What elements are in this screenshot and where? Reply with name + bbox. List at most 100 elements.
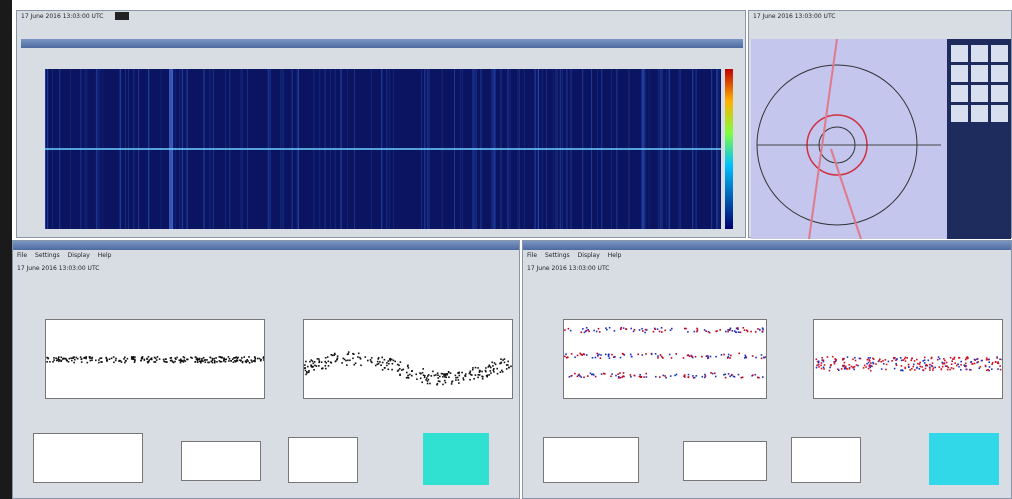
bottom-left-window: File Settings Display Help 17 June 2016 13:… <box>12 240 520 499</box>
point <box>327 365 330 367</box>
point <box>95 359 97 362</box>
point <box>330 362 333 364</box>
point <box>984 365 987 368</box>
point <box>179 360 182 362</box>
point <box>411 374 413 377</box>
point <box>492 365 494 367</box>
point <box>471 374 473 376</box>
point <box>126 357 129 360</box>
point <box>691 355 693 358</box>
menu-item[interactable]: Settings <box>545 252 570 259</box>
point <box>84 356 86 359</box>
point <box>950 363 953 365</box>
point <box>834 360 837 362</box>
point <box>978 367 981 369</box>
point <box>619 328 622 330</box>
tool-button[interactable] <box>971 105 988 122</box>
point <box>426 382 429 385</box>
tool-button[interactable] <box>991 105 1008 122</box>
point <box>386 364 388 367</box>
menu-item[interactable]: Display <box>577 252 600 259</box>
point <box>587 375 589 377</box>
point <box>197 358 200 361</box>
point <box>132 358 135 361</box>
point <box>687 331 689 333</box>
point <box>132 356 135 359</box>
point <box>501 369 503 372</box>
point <box>594 375 597 378</box>
tool-button[interactable] <box>971 85 988 102</box>
point <box>231 358 234 360</box>
menu-bar: File Settings Display Help <box>527 252 629 259</box>
point <box>865 366 867 368</box>
point <box>232 361 235 363</box>
window-header: 17 June 2016 13:03:00 UTC <box>527 265 610 272</box>
point <box>241 357 243 359</box>
tool-button[interactable] <box>951 45 968 62</box>
heatmap <box>423 433 489 485</box>
point <box>254 357 257 360</box>
point <box>105 356 107 359</box>
menu-item[interactable]: Help <box>607 252 622 259</box>
point <box>919 365 922 368</box>
menu-item[interactable]: File <box>527 252 538 259</box>
point <box>141 357 143 360</box>
point <box>670 357 673 359</box>
point <box>223 358 226 361</box>
point <box>944 365 947 367</box>
point <box>230 360 232 362</box>
point <box>598 353 600 356</box>
tool-button[interactable] <box>991 45 1008 62</box>
point <box>488 374 491 376</box>
point <box>492 369 495 371</box>
point <box>855 364 858 366</box>
point <box>964 358 967 361</box>
point <box>692 377 695 379</box>
tool-button[interactable] <box>951 85 968 102</box>
point <box>936 358 939 361</box>
menu-item[interactable]: Help <box>97 252 112 259</box>
point <box>930 356 933 359</box>
point <box>930 357 933 360</box>
point <box>946 365 948 367</box>
tool-button[interactable] <box>951 65 968 82</box>
point <box>675 373 678 376</box>
point <box>941 365 944 368</box>
point <box>723 353 725 356</box>
tool-button[interactable] <box>991 65 1008 82</box>
point <box>435 374 437 376</box>
point <box>318 365 320 367</box>
point <box>491 361 493 364</box>
menu-item[interactable]: Settings <box>35 252 60 259</box>
point <box>872 362 875 365</box>
menu-item[interactable]: File <box>17 252 28 259</box>
point <box>419 377 422 380</box>
point <box>454 374 457 377</box>
point <box>445 376 447 379</box>
point <box>720 354 723 356</box>
point <box>656 328 659 330</box>
point <box>421 371 424 374</box>
point <box>655 375 657 378</box>
point <box>336 355 339 357</box>
point <box>999 358 1001 361</box>
point <box>218 356 220 358</box>
point <box>946 368 949 371</box>
point <box>496 372 499 375</box>
point <box>474 374 477 376</box>
point <box>46 361 48 363</box>
tool-button[interactable] <box>971 45 988 62</box>
tool-button[interactable] <box>951 105 968 122</box>
toolbar-button[interactable] <box>115 12 129 20</box>
point <box>659 354 662 356</box>
tool-button[interactable] <box>971 65 988 82</box>
point <box>305 373 307 376</box>
tool-button[interactable] <box>991 85 1008 102</box>
point <box>464 375 467 377</box>
point <box>170 357 173 359</box>
point <box>904 367 907 370</box>
point <box>952 367 955 370</box>
point <box>848 368 851 370</box>
menu-item[interactable]: Display <box>67 252 90 259</box>
point <box>658 330 661 333</box>
